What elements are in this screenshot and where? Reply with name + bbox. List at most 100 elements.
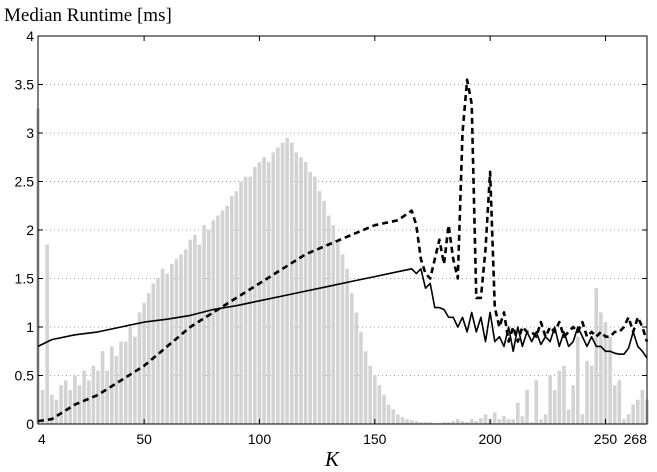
histogram-bar (575, 336, 580, 424)
histogram-bar (456, 419, 460, 424)
histogram-bars (36, 108, 649, 425)
histogram-bar (516, 402, 520, 424)
histogram-bar (451, 421, 456, 424)
chart-title: Median Runtime [ms] (4, 5, 172, 26)
histogram-bar (243, 176, 248, 424)
histogram-bar (211, 220, 216, 424)
histogram-bar (368, 365, 372, 424)
x-tick-label: 100 (248, 431, 272, 447)
x-tick-label: 250 (594, 431, 618, 447)
histogram-bar (419, 422, 423, 424)
x-tick-label: 150 (363, 431, 387, 447)
histogram-bar (225, 205, 229, 424)
y-tick-label: 4 (26, 28, 34, 44)
histogram-bar (105, 370, 110, 424)
histogram-bar (50, 394, 54, 424)
histogram-bar (520, 416, 525, 424)
histogram-bar (262, 157, 266, 424)
histogram-bar (372, 375, 377, 424)
histogram-bar (123, 341, 128, 424)
histogram-bar (133, 336, 137, 424)
histogram-bar (73, 375, 77, 424)
histogram-bar (156, 278, 160, 424)
histogram-bar (229, 196, 234, 424)
histogram-bar (386, 404, 391, 424)
histogram-bar (276, 147, 280, 425)
histogram-bar (469, 419, 474, 424)
histogram-bar (617, 380, 622, 424)
y-tick-label: 0.5 (15, 368, 35, 384)
histogram-bar (266, 162, 271, 424)
histogram-bar (548, 375, 552, 424)
histogram-bar (409, 420, 414, 424)
y-tick-label: 3.5 (15, 77, 35, 93)
histogram-bar (446, 422, 451, 424)
histogram-bar (206, 230, 211, 424)
histogram-bar (146, 293, 151, 424)
histogram-bar (289, 142, 294, 424)
histogram-bar (585, 360, 589, 424)
series-lines (37, 78, 649, 423)
histogram-bar (59, 385, 63, 424)
histogram-bar (594, 288, 599, 424)
y-tick-label: 3 (26, 125, 34, 141)
histogram-bar (340, 254, 345, 424)
histogram-bar (635, 399, 640, 424)
histogram-bar (45, 244, 50, 424)
dashed-series-line (37, 78, 649, 423)
histogram-bar (465, 422, 469, 424)
histogram-bar (534, 380, 539, 424)
histogram-bar (442, 422, 446, 424)
histogram-bar (336, 239, 340, 424)
histogram-bar (326, 215, 331, 424)
histogram-bar (345, 268, 349, 424)
histogram-bar (492, 412, 497, 424)
histogram-bar (294, 152, 299, 424)
histogram-bar (174, 259, 179, 424)
histogram-bar (285, 137, 289, 424)
y-tick-label: 2 (26, 222, 34, 238)
histogram-bar (165, 273, 169, 424)
histogram-bar (622, 419, 626, 424)
histogram-bar (96, 370, 100, 424)
histogram-bar (54, 399, 59, 424)
histogram-bar (612, 385, 617, 424)
histogram-bar (562, 365, 566, 424)
histogram-bar (631, 404, 635, 424)
histogram-bar (239, 181, 243, 424)
histogram-bar (603, 322, 608, 424)
histogram-bar (160, 268, 165, 424)
histogram-bar (82, 370, 86, 424)
histogram-bar (202, 225, 206, 424)
histogram-bar (331, 225, 336, 424)
histogram-bar (405, 419, 409, 424)
histogram-bar (359, 331, 363, 424)
histogram-bar (63, 380, 68, 424)
histogram-bar (608, 336, 612, 424)
histogram-bar (529, 422, 534, 424)
histogram-bar (363, 351, 368, 424)
histogram-bar (313, 176, 317, 424)
histogram-bar (525, 390, 529, 424)
histogram-bar (280, 142, 285, 424)
histogram-bar (77, 385, 82, 424)
x-axis-label: K (324, 447, 340, 471)
histogram-bar (169, 263, 174, 424)
histogram-bar (40, 390, 45, 424)
histogram-bar (119, 341, 123, 424)
y-tick-label: 1.5 (15, 271, 35, 287)
axis-ticks: 0 0.5 1 1.5 2 2.5 3 3.5 4 4 50 100 150 200 250 268 (15, 28, 648, 447)
histogram-bar (479, 418, 483, 424)
histogram-bar (423, 422, 428, 424)
histogram-bar (271, 152, 276, 424)
histogram-bar (114, 356, 119, 424)
histogram-bar (188, 239, 193, 424)
histogram-bar (299, 157, 303, 424)
histogram-bar (257, 162, 262, 424)
histogram-bar (193, 234, 197, 424)
histogram-bar (322, 200, 326, 424)
histogram-bar (391, 409, 396, 424)
histogram-bar (220, 210, 225, 424)
histogram-bar (349, 293, 354, 424)
x-tick-label: 50 (136, 431, 152, 447)
